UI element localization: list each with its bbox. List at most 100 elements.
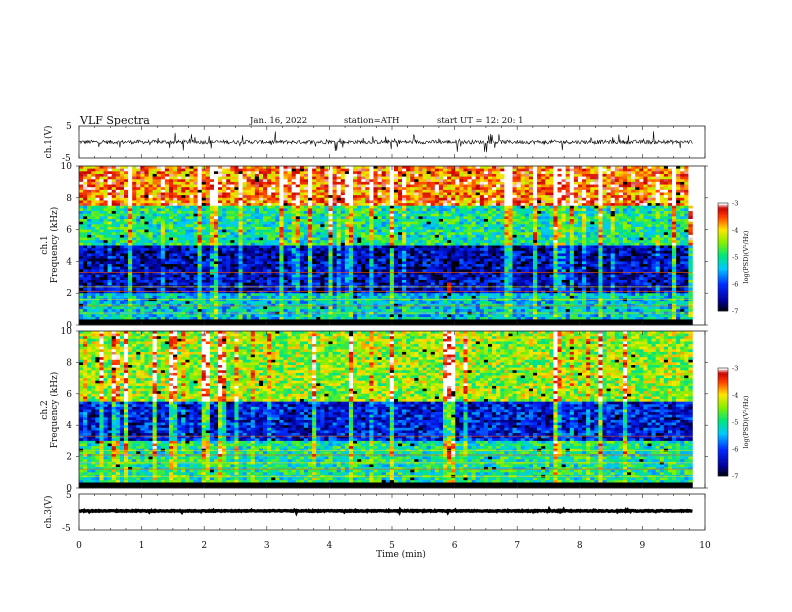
spectrogram-cell [99,261,104,265]
spectrogram-cell [361,250,366,254]
spectrogram-cell [205,213,211,217]
spectrogram-cell [205,205,211,209]
spectrogram-cell [340,197,346,201]
spectrogram-cell [144,234,149,238]
spectrogram-cell [148,301,153,305]
spectrogram-cell [95,306,100,310]
spectrogram-cell [332,317,337,320]
spectrogram-cell [107,189,113,193]
spectrogram-cell [283,290,288,294]
spectrogram-cell [222,168,227,172]
spectrogram-cell [140,224,145,228]
spectrogram-cell [132,224,137,228]
spectrogram-cell [140,234,145,238]
spectrogram-cell [115,221,121,225]
spectrogram-cell [189,192,194,196]
spectrogram-cell [189,309,194,313]
spectrogram-cell [173,317,178,320]
spectrogram-cell [234,277,239,281]
spectrogram-cell [328,189,333,193]
spectrogram-cell [91,216,96,220]
spectrogram-cell [267,282,272,286]
spectrogram-cell [95,171,100,175]
spectrogram-cell [320,293,325,297]
spectrogram-cell [168,258,174,262]
spectrogram-cell [201,224,207,228]
spectrogram-cell [246,219,252,222]
spectrogram-cell [123,213,129,217]
spectrogram-cell [340,216,346,220]
spectrogram-cell [316,234,321,238]
spectrogram-cell [128,203,133,207]
spectrogram-cell [123,184,129,188]
spectrogram-cell [348,309,354,313]
spectrogram-cell [189,298,194,302]
ch1-spectrogram-image [79,166,693,326]
spectrogram-cell [107,306,113,310]
spectrogram-cell [291,226,297,230]
spectrogram-cell [308,277,313,281]
spectrogram-cell [299,250,305,254]
spectrogram-cell [164,226,170,230]
spectrogram-cell [357,287,362,291]
spectrogram-cell [132,309,137,313]
spectrogram-cell [213,261,219,265]
spectrogram-cell [132,303,137,307]
spectrogram-cell [254,306,260,310]
spectrogram-cell [111,171,117,175]
spectrogram-cell [398,266,403,270]
spectrogram-cell [275,200,280,204]
spectrogram-cell [324,245,329,249]
spectrogram-cell [340,213,346,217]
spectrogram-cell [328,173,333,177]
spectrogram-cell [299,176,305,180]
spectrogram-cell [205,248,211,252]
spectrogram-cell [193,184,198,188]
spectrogram-cell [303,229,309,233]
spectrogram-cell [250,224,256,228]
spectrogram-cell [402,272,407,275]
spectrogram-cell [168,181,174,185]
spectrogram-cell [218,237,223,241]
spectrogram-cell [177,234,182,238]
spectrogram-cell [230,261,235,265]
spectrogram-cell [283,213,288,217]
spectrogram-cell [181,303,186,307]
spectrogram-cell [275,211,280,214]
spectrogram-cell [295,173,301,177]
spectrogram-cell [218,213,223,217]
spectrogram-cell [177,269,182,273]
spectrogram-cell [213,166,219,169]
spectrogram-cell [348,224,354,228]
spectrogram-cell [181,179,186,183]
spectrogram-cell [173,301,178,305]
spectrogram-cell [320,279,325,283]
spectrogram-cell [234,290,239,294]
spectrogram-cell [238,232,243,236]
spectrogram-cell [254,301,260,305]
spectrogram-cell [152,301,158,305]
spectrogram-cell [267,200,272,204]
spectrogram-cell [275,197,280,201]
spectrogram-cell [389,211,395,214]
spectrogram-cell [173,179,178,183]
spectrogram-cell [79,314,84,318]
spectrogram-cell [312,295,317,299]
spectrogram-cell [410,274,415,278]
spectrogram-cell [189,197,194,201]
spectrogram-cell [119,181,125,185]
spectrogram-cell [357,314,362,318]
spectrogram-cell [348,301,354,305]
spectrogram-cell [132,240,137,244]
spectrogram-cell [369,226,374,230]
spectrogram-cell [402,309,407,313]
spectrogram-cell [398,301,403,305]
spectrogram-cell [160,301,166,305]
spectrogram-cell [406,224,411,228]
spectrogram-cell [242,298,247,302]
spectrogram-cell [393,274,399,278]
spectrogram-cell [156,274,162,278]
spectrogram-cell [144,266,149,270]
spectrogram-cell [393,208,399,212]
spectrogram-cell [91,264,96,267]
